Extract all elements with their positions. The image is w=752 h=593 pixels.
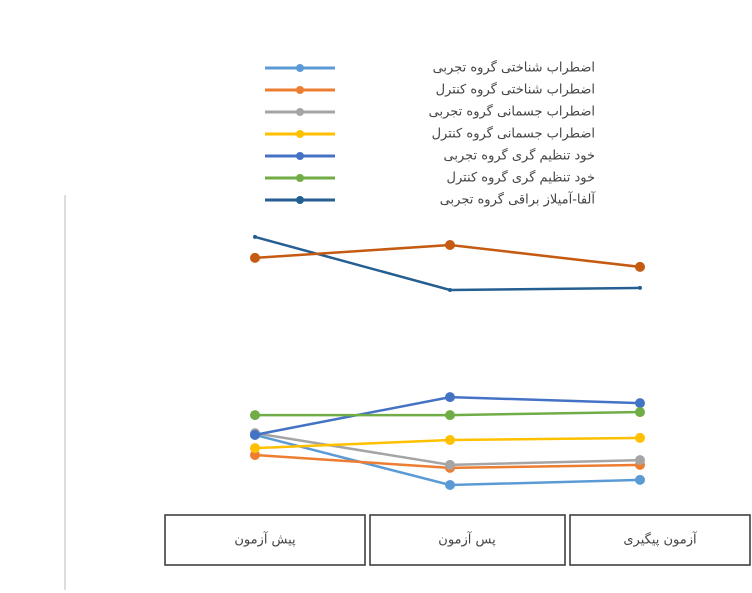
x-tick-label: آزمون پیگیری bbox=[623, 531, 698, 548]
legend-marker bbox=[296, 174, 304, 182]
point bbox=[250, 443, 260, 454]
legend-marker bbox=[296, 86, 304, 94]
point bbox=[635, 407, 645, 418]
point bbox=[445, 480, 455, 490]
point bbox=[250, 252, 260, 263]
point bbox=[448, 288, 452, 292]
legend-label: اضطراب جسمانی گروه تجربی bbox=[429, 104, 595, 120]
point bbox=[250, 429, 260, 440]
legend-marker bbox=[296, 108, 304, 116]
point bbox=[445, 392, 455, 403]
point bbox=[638, 285, 642, 290]
x-tick-label: پس آزمون bbox=[438, 531, 496, 548]
point bbox=[250, 410, 260, 421]
category-box bbox=[369, 514, 566, 566]
legend-marker bbox=[296, 130, 304, 138]
legend-marker bbox=[296, 64, 304, 72]
legend-label: اضطراب شناختی گروه کنترل bbox=[436, 82, 595, 98]
point bbox=[445, 240, 455, 250]
point bbox=[635, 398, 645, 409]
category-box bbox=[164, 514, 366, 566]
point bbox=[445, 410, 455, 421]
legend-label: خود تنظیم گری گروه تجربی bbox=[444, 148, 595, 164]
category-box bbox=[569, 514, 751, 566]
legend-label: اضطراب جسمانی گروه کنترل bbox=[432, 126, 595, 142]
point bbox=[445, 435, 455, 445]
legend-label: آلفا-آمیلاز براقی گروه تجربی bbox=[440, 191, 597, 208]
point bbox=[635, 261, 645, 272]
point bbox=[635, 432, 645, 443]
legend-marker bbox=[296, 196, 304, 204]
point bbox=[635, 455, 645, 466]
x-tick-label: پیش آزمون bbox=[234, 531, 296, 548]
legend-label: خود تنظیم گری گروه کنترل bbox=[447, 170, 596, 186]
point bbox=[250, 450, 260, 460]
point bbox=[445, 459, 455, 470]
legend-label: اضطراب شناختی گروه تجربی bbox=[433, 60, 595, 76]
point bbox=[635, 474, 645, 485]
point bbox=[253, 234, 257, 239]
legend-marker bbox=[296, 152, 304, 160]
